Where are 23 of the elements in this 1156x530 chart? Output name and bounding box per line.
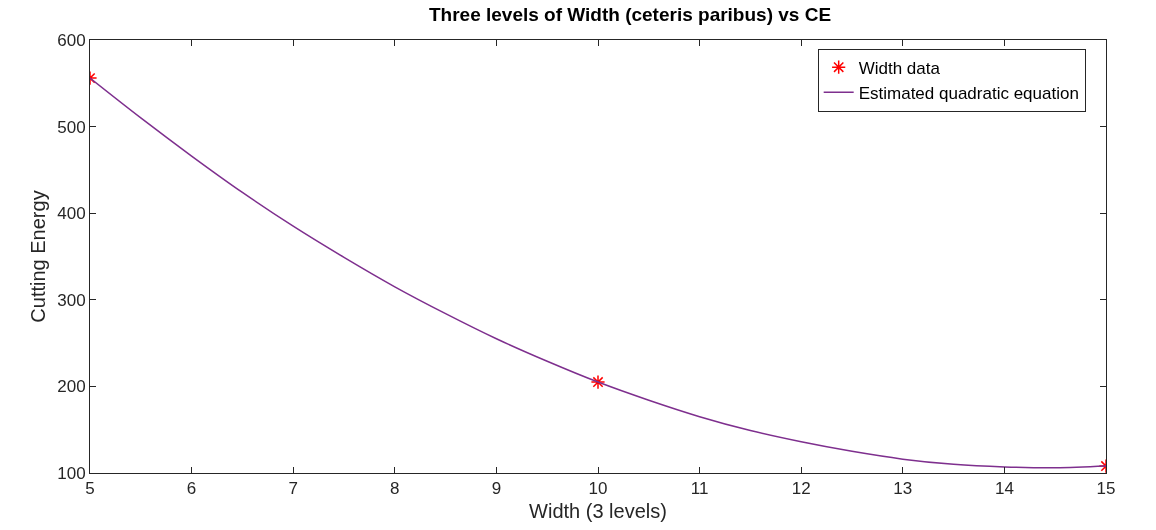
y-tick-label: 300 — [57, 290, 86, 310]
legend-label: Estimated quadratic equation — [858, 83, 1079, 103]
line-series — [90, 77, 1106, 469]
y-tick-label: 400 — [57, 204, 86, 224]
legend-label: Width data — [858, 58, 941, 78]
y-tick-label: 200 — [57, 377, 86, 397]
x-tick-label: 15 — [1096, 479, 1116, 499]
x-tick-label: 6 — [186, 479, 197, 499]
x-tick-label: 11 — [690, 479, 709, 499]
x-tick-label: 13 — [893, 479, 913, 499]
y-axis-title: Cutting Energy — [26, 190, 49, 323]
x-axis-title: Width (3 levels) — [529, 499, 667, 522]
y-tick-label: 500 — [57, 117, 86, 137]
x-tick-label: 9 — [491, 479, 502, 499]
y-tick-label: 600 — [57, 30, 86, 50]
y-tick-label: 100 — [57, 463, 86, 483]
x-tick-label: 10 — [588, 479, 608, 499]
x-tick-label: 12 — [791, 479, 811, 499]
x-tick-label: 5 — [85, 479, 95, 499]
x-tick-label: 8 — [390, 479, 400, 499]
x-tick-label: 14 — [994, 479, 1014, 499]
x-tick-label: 7 — [288, 479, 298, 499]
chart-title: Three levels of Width (ceteris paribus) vs CE — [428, 4, 832, 26]
